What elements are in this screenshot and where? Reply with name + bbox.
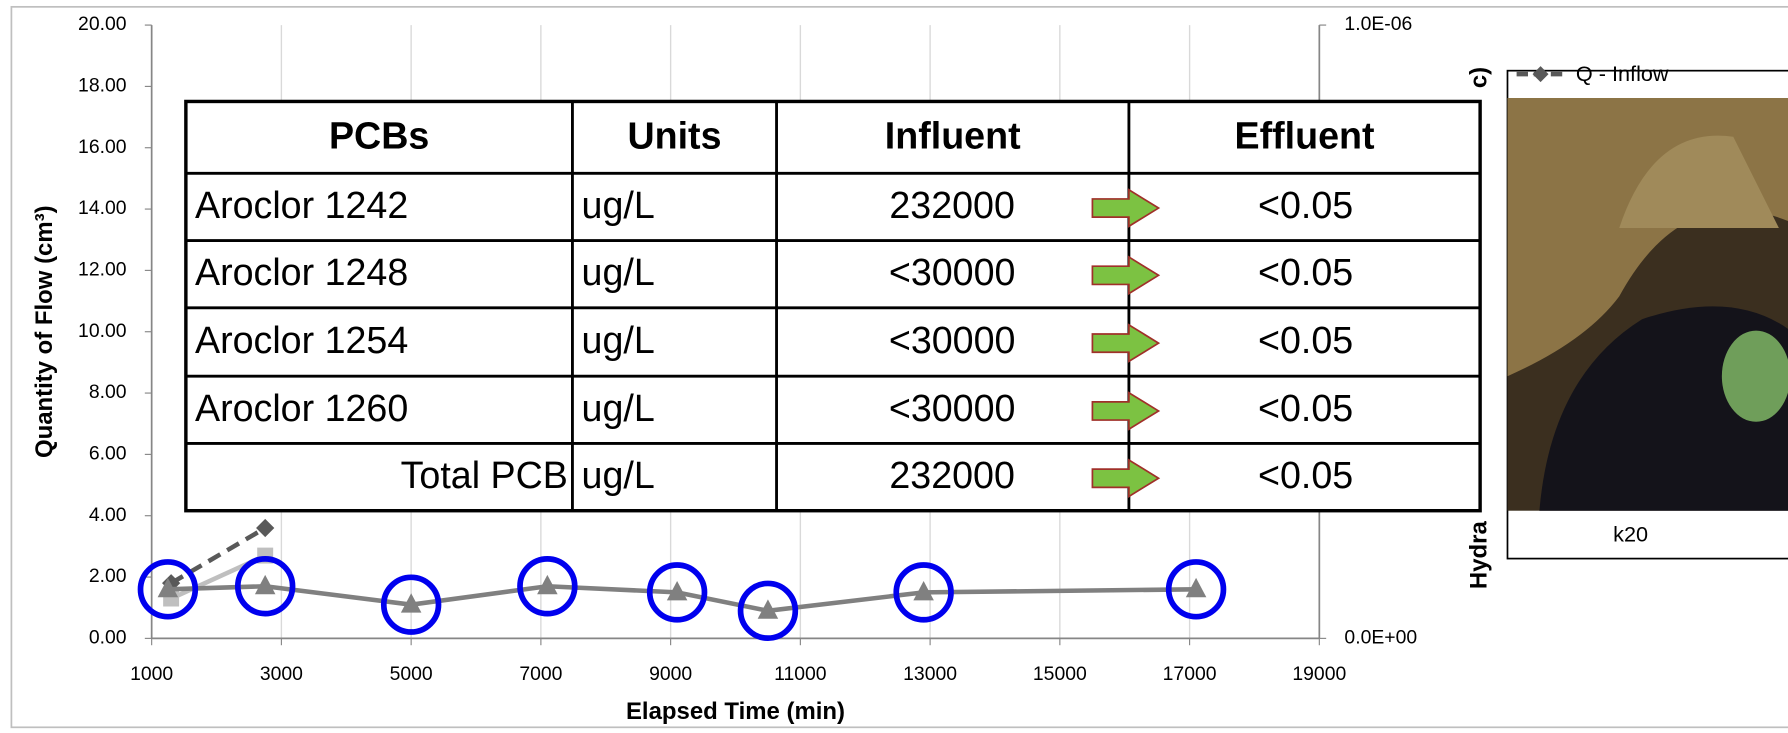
table-cell: <0.05 (1258, 387, 1353, 429)
table-cell: <30000 (889, 319, 1016, 361)
table-cell: ug/L (582, 251, 655, 293)
table-cell: Total PCB (401, 454, 568, 496)
image-face (1722, 331, 1788, 422)
y-tick-label: 2.00 (89, 565, 127, 587)
x-tick-label: 15000 (1033, 663, 1087, 685)
y2-axis-title: Hydra (1465, 521, 1492, 590)
x-tick-label: 1000 (130, 663, 173, 685)
panel-label: c) (1465, 67, 1492, 88)
y-axis-title: Quantity of Flow (cm³) (31, 205, 58, 458)
image-caption: k20 (1613, 522, 1648, 547)
table-cell: <0.05 (1258, 319, 1353, 361)
y-tick-label: 20.00 (78, 13, 127, 35)
x-tick-label: 13000 (903, 663, 957, 685)
x-tick-label: 7000 (519, 663, 562, 685)
table-cell: Aroclor 1254 (195, 319, 408, 361)
y-tick-label: 0.00 (89, 627, 127, 649)
x-tick-label: 3000 (260, 663, 303, 685)
table-bg (186, 101, 1480, 510)
table-cell: 232000 (889, 454, 1015, 496)
x-tick-label: 9000 (649, 663, 692, 685)
table-header: Influent (885, 114, 1021, 156)
table-header: PCBs (329, 114, 429, 156)
x-tick-label: 5000 (390, 663, 433, 685)
table-cell: Aroclor 1242 (195, 184, 408, 226)
x-axis-title: Elapsed Time (min) (626, 698, 845, 725)
table-cell: ug/L (582, 454, 655, 496)
x-tick-label: 11000 (774, 663, 827, 685)
table-cell: <30000 (889, 387, 1016, 429)
table-cell: ug/L (582, 387, 655, 429)
table-cell: 232000 (889, 184, 1015, 226)
table-cell: ug/L (582, 319, 655, 361)
x-tick-label: 17000 (1163, 663, 1217, 685)
y-tick-label: 8.00 (89, 381, 127, 403)
y2-tick-label: 0.0E+00 (1344, 627, 1417, 649)
y-tick-label: 14.00 (78, 197, 127, 219)
y2-tick-label: 1.0E-06 (1344, 13, 1412, 35)
table-cell: Aroclor 1248 (195, 251, 408, 293)
y-tick-label: 12.00 (78, 259, 127, 281)
table-cell: <0.05 (1258, 251, 1353, 293)
legend-label: Q - Inflow (1576, 61, 1669, 86)
x-tick-label: 19000 (1292, 663, 1346, 685)
y-tick-label: 10.00 (78, 320, 127, 342)
table-cell: <0.05 (1258, 184, 1353, 226)
table-header: Effluent (1235, 114, 1375, 156)
y-tick-label: 16.00 (78, 136, 127, 158)
table-cell: Aroclor 1260 (195, 387, 408, 429)
picture-panel: Q - Inflow k20 (1507, 61, 1788, 559)
table-cell: <30000 (889, 251, 1016, 293)
table: PCBs Units Influent Effluent Aroclor 1242 ug/… (186, 101, 1480, 510)
table-cell: <0.05 (1258, 454, 1353, 496)
y-tick-label: 4.00 (89, 504, 127, 526)
y-tick-label: 18.00 (78, 75, 127, 97)
figure: 1000 3000 5000 7000 9000 11000 13000 15000 17000… (0, 0, 1788, 733)
table-header: Units (627, 114, 721, 156)
y-tick-label: 6.00 (89, 443, 127, 465)
table-cell: ug/L (582, 184, 655, 226)
